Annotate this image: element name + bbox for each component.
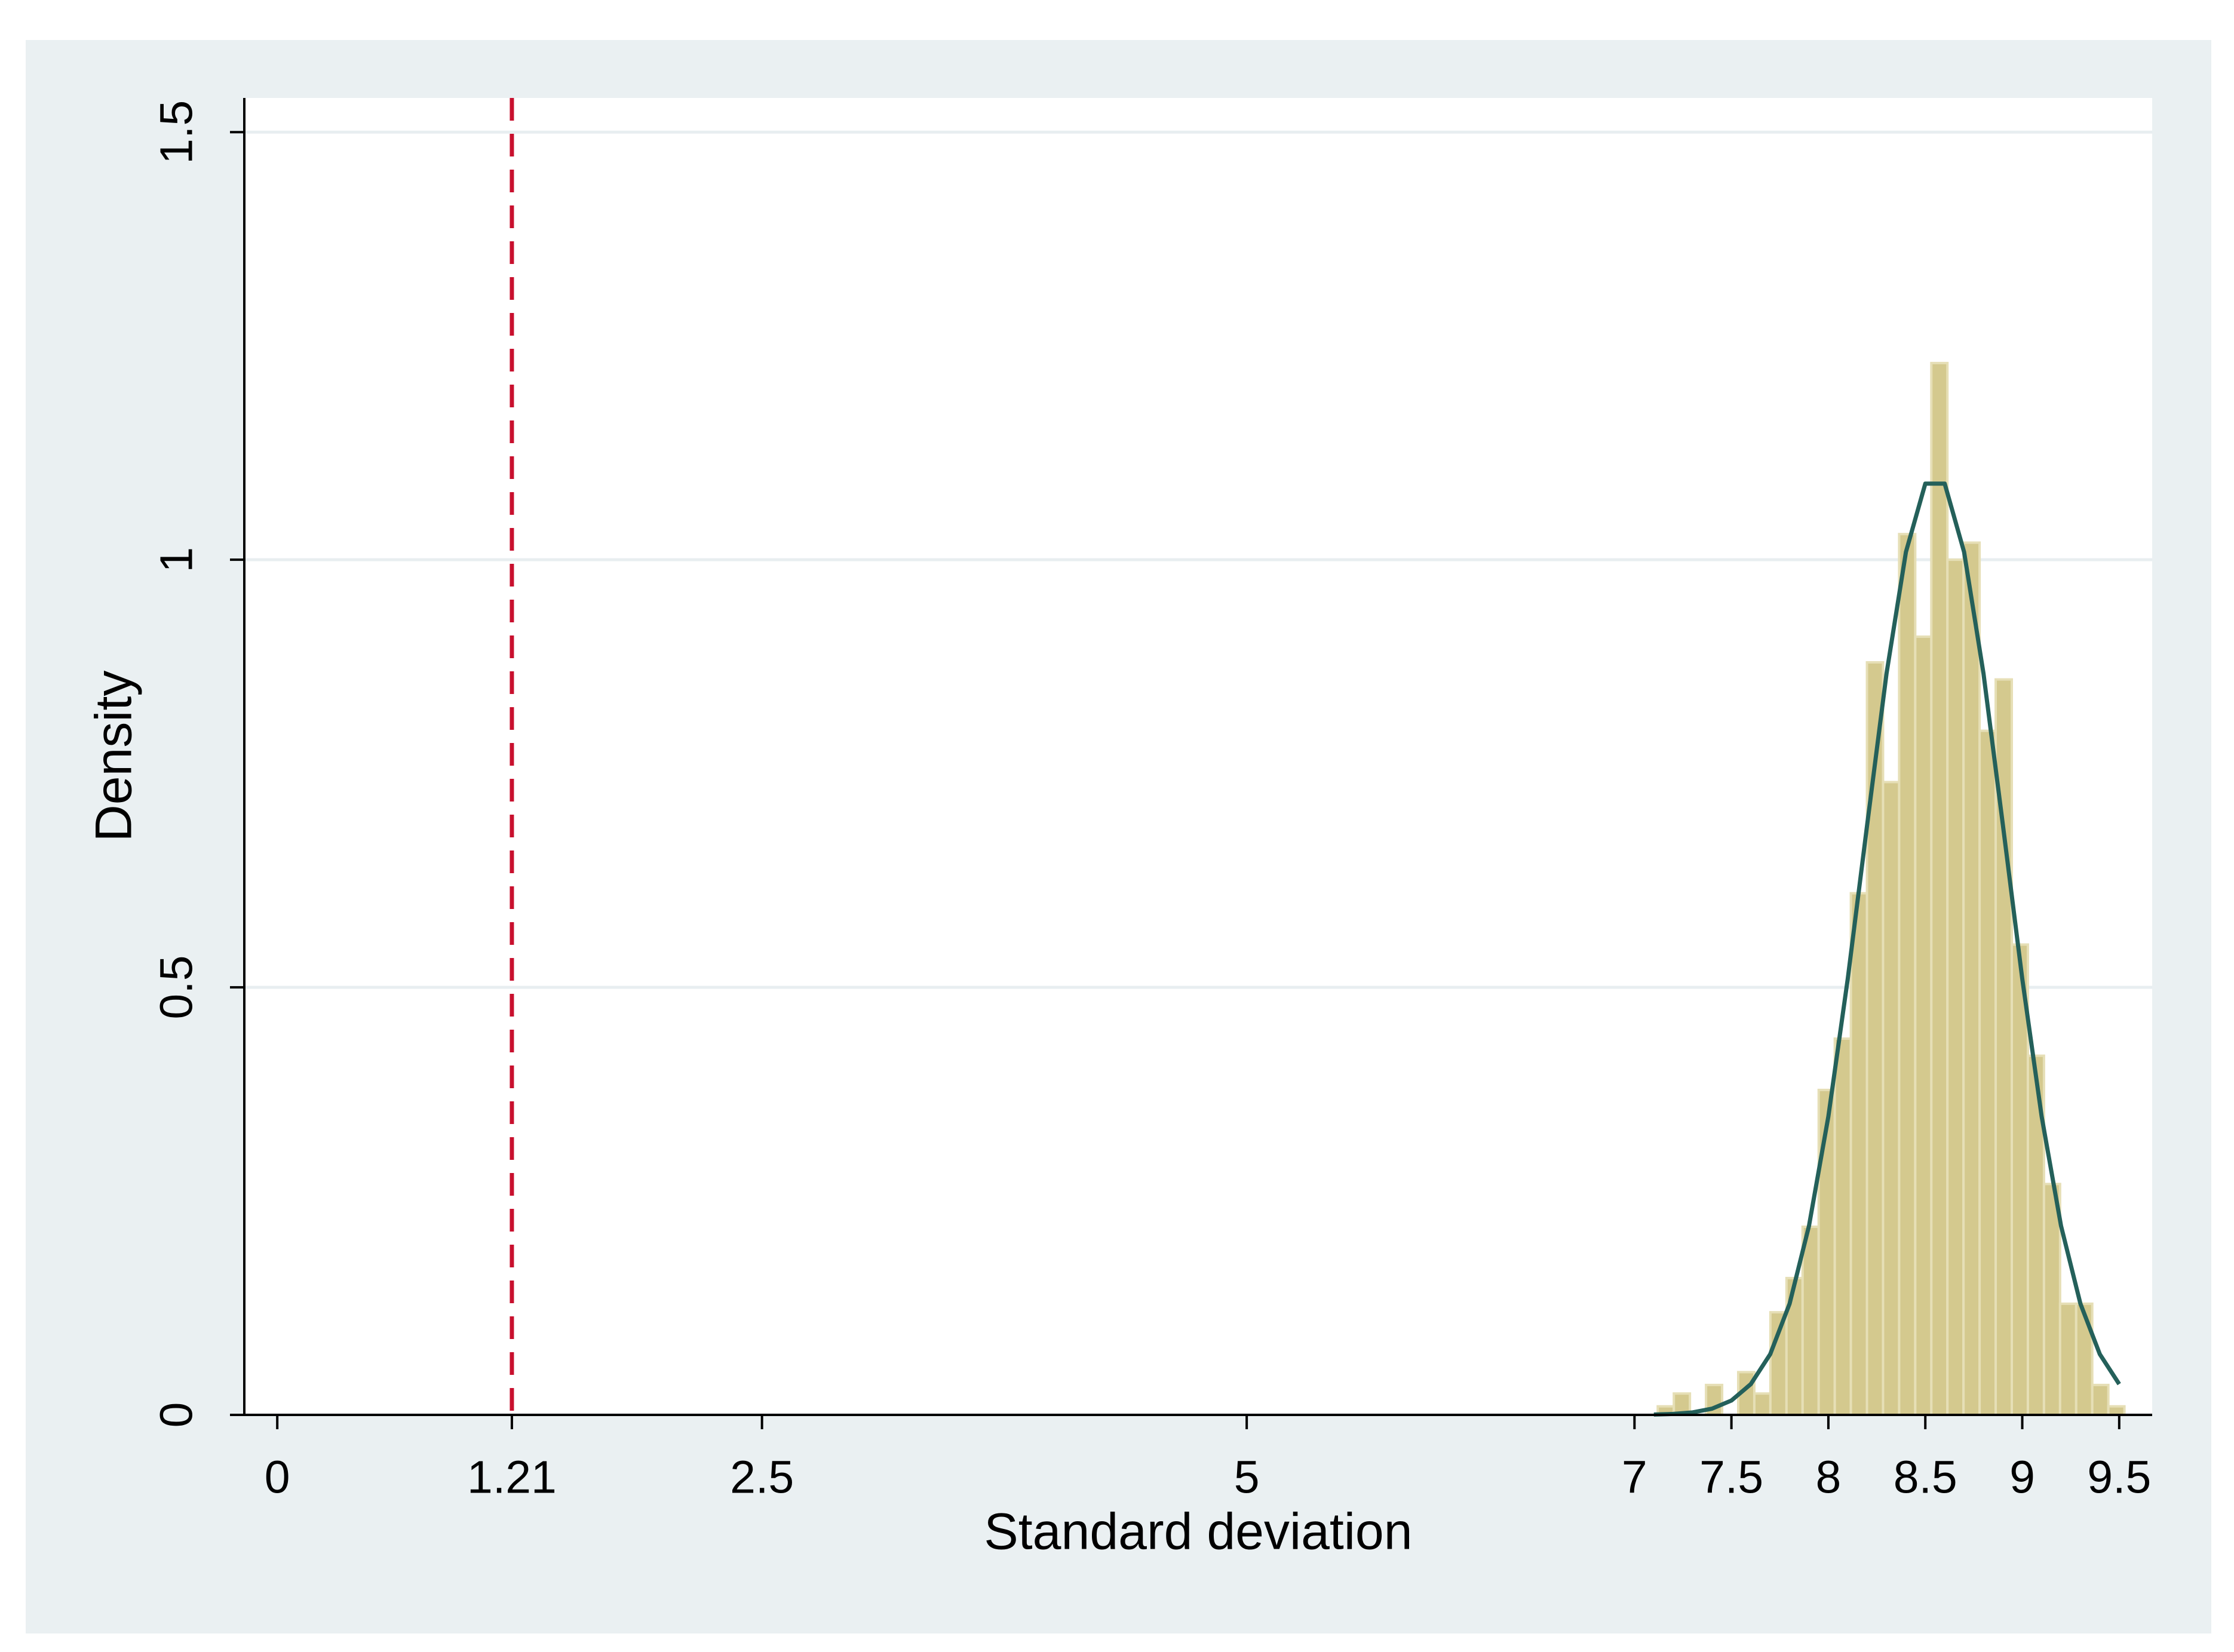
histogram-bar bbox=[1930, 361, 1949, 1416]
density-curve bbox=[1653, 481, 2121, 1417]
histogram-bar bbox=[1801, 1226, 1820, 1416]
histogram-bar bbox=[1978, 729, 1997, 1416]
x-tick-label: 8.5 bbox=[1894, 1451, 1957, 1503]
histogram-bar bbox=[1882, 781, 1901, 1416]
x-tick-label: 8 bbox=[1816, 1451, 1842, 1503]
y-axis-title: Density bbox=[85, 671, 143, 842]
histogram-bar bbox=[2058, 1302, 2078, 1416]
y-tick-label: 1.5 bbox=[151, 100, 202, 164]
histogram-bar bbox=[1817, 1088, 1836, 1416]
histogram-bar bbox=[2075, 1302, 2094, 1416]
y-tick-label: 0.5 bbox=[151, 956, 202, 1020]
x-tick-label: 1.21 bbox=[467, 1451, 557, 1503]
histogram-bar bbox=[1914, 635, 1933, 1416]
histogram-bar bbox=[2091, 1383, 2110, 1417]
x-tick-label: 9.5 bbox=[2087, 1451, 2151, 1503]
histogram-bar bbox=[1962, 541, 1981, 1417]
x-tick-label: 7.5 bbox=[1699, 1451, 1763, 1503]
x-tick-label: 2.5 bbox=[730, 1451, 794, 1503]
histogram-bar bbox=[1946, 558, 1965, 1417]
x-tick-label: 5 bbox=[1234, 1451, 1260, 1503]
histogram-bar bbox=[1753, 1392, 1772, 1417]
histogram-bar bbox=[2010, 943, 2029, 1416]
x-axis-title: Standard deviation bbox=[984, 1503, 1412, 1561]
histogram-bar bbox=[1849, 892, 1868, 1417]
y-tick-label: 1 bbox=[151, 547, 202, 573]
x-tick-label: 0 bbox=[265, 1451, 290, 1503]
x-tick-label: 7 bbox=[1622, 1451, 1647, 1503]
histogram-bar bbox=[1833, 1037, 1852, 1416]
histogram-bar bbox=[1898, 533, 1917, 1416]
x-tick-label: 9 bbox=[2009, 1451, 2035, 1503]
y-tick-label: 0 bbox=[151, 1402, 202, 1428]
histogram-bar bbox=[2107, 1405, 2126, 1417]
